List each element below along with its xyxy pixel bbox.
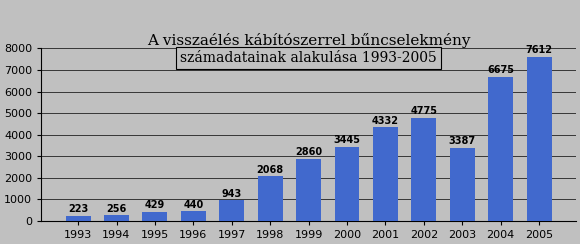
Text: 2860: 2860	[295, 147, 322, 157]
Text: 6675: 6675	[487, 65, 514, 75]
Text: 7612: 7612	[525, 45, 553, 55]
Text: 440: 440	[183, 200, 204, 210]
Text: 429: 429	[145, 200, 165, 210]
Text: 223: 223	[68, 204, 88, 214]
Text: 943: 943	[222, 189, 242, 199]
Title: A visszaélés kábítószerrel bűncselekmény: A visszaélés kábítószerrel bűncselekmény	[147, 33, 470, 49]
Bar	[527, 57, 552, 221]
Bar	[143, 212, 168, 221]
Text: 256: 256	[106, 203, 126, 214]
Text: számadatainak alakulása 1993-2005: számadatainak alakulása 1993-2005	[180, 51, 437, 65]
Bar	[104, 215, 129, 221]
Bar	[450, 148, 474, 221]
Bar	[296, 159, 321, 221]
Text: 3445: 3445	[334, 135, 361, 145]
Text: 4332: 4332	[372, 116, 399, 126]
Bar	[335, 147, 360, 221]
Bar	[373, 127, 398, 221]
Bar	[488, 77, 513, 221]
Bar	[219, 201, 244, 221]
Text: 4775: 4775	[410, 106, 437, 116]
Bar	[66, 216, 90, 221]
Bar	[181, 211, 206, 221]
Text: 2068: 2068	[256, 164, 284, 174]
Text: 3387: 3387	[449, 136, 476, 146]
Bar	[411, 118, 436, 221]
Bar	[258, 176, 282, 221]
